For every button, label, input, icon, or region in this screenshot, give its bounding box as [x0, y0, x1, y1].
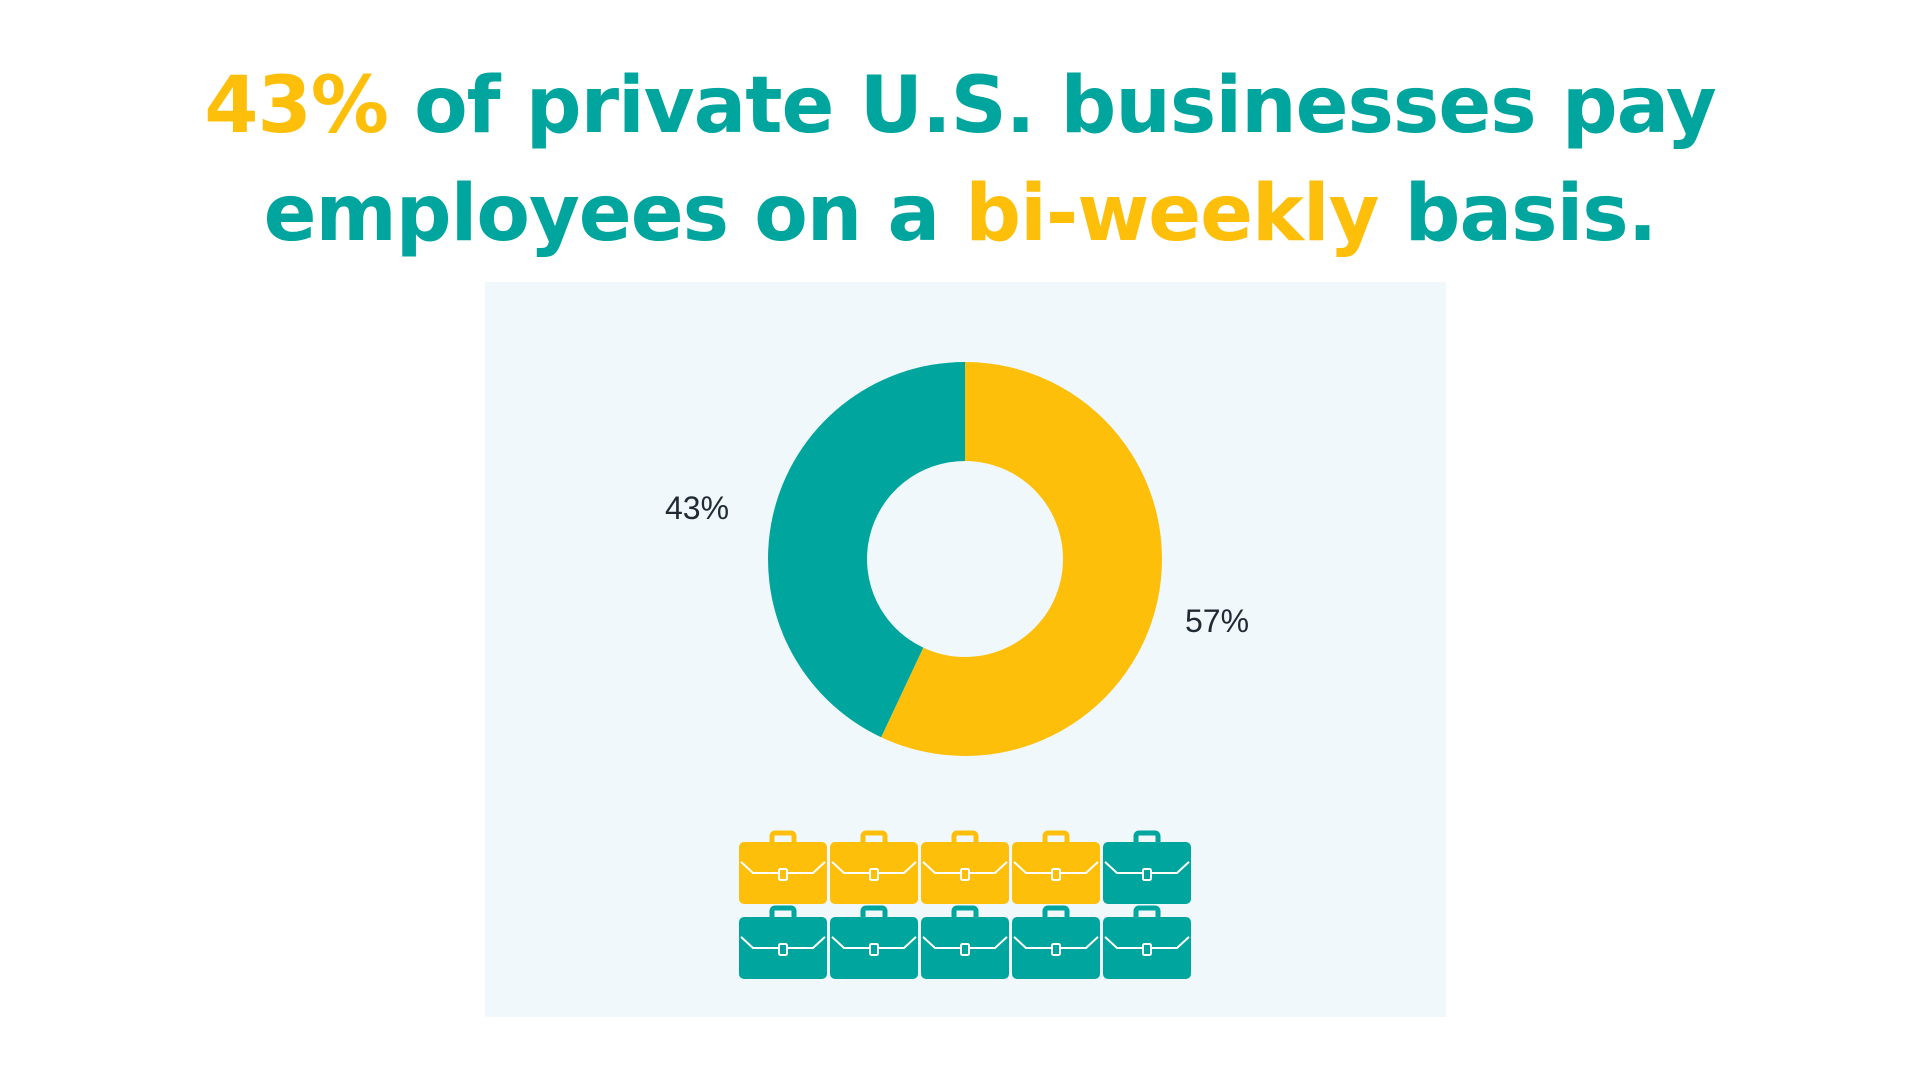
donut-chart: 43% 57% [665, 362, 1249, 756]
headline-highlight-percent: 43% [204, 61, 389, 151]
briefcase-icon [1103, 830, 1191, 904]
headline: 43% of private U.S. businesses pay emplo… [0, 52, 1920, 268]
briefcase-icon [739, 830, 827, 904]
briefcase-icon [1012, 830, 1100, 904]
slice-label-57: 57% [1185, 603, 1249, 639]
chart-panel: 43% 57% [485, 282, 1446, 1017]
donut-slice-43 [768, 362, 965, 738]
slice-label-43: 43% [665, 490, 729, 526]
headline-highlight-frequency: bi-weekly [965, 169, 1379, 259]
briefcase-pictogram [739, 830, 1191, 979]
briefcase-icon [921, 830, 1009, 904]
briefcase-icon [1012, 905, 1100, 979]
briefcase-icon [1103, 905, 1191, 979]
headline-text-part4: basis. [1378, 169, 1658, 259]
briefcase-icon [830, 905, 918, 979]
donut-slice-57 [881, 362, 1162, 756]
briefcase-icon [921, 905, 1009, 979]
briefcase-icon [739, 905, 827, 979]
briefcase-icon [830, 830, 918, 904]
headline-text-part2: of private U.S. businesses pay employees… [263, 61, 1717, 259]
